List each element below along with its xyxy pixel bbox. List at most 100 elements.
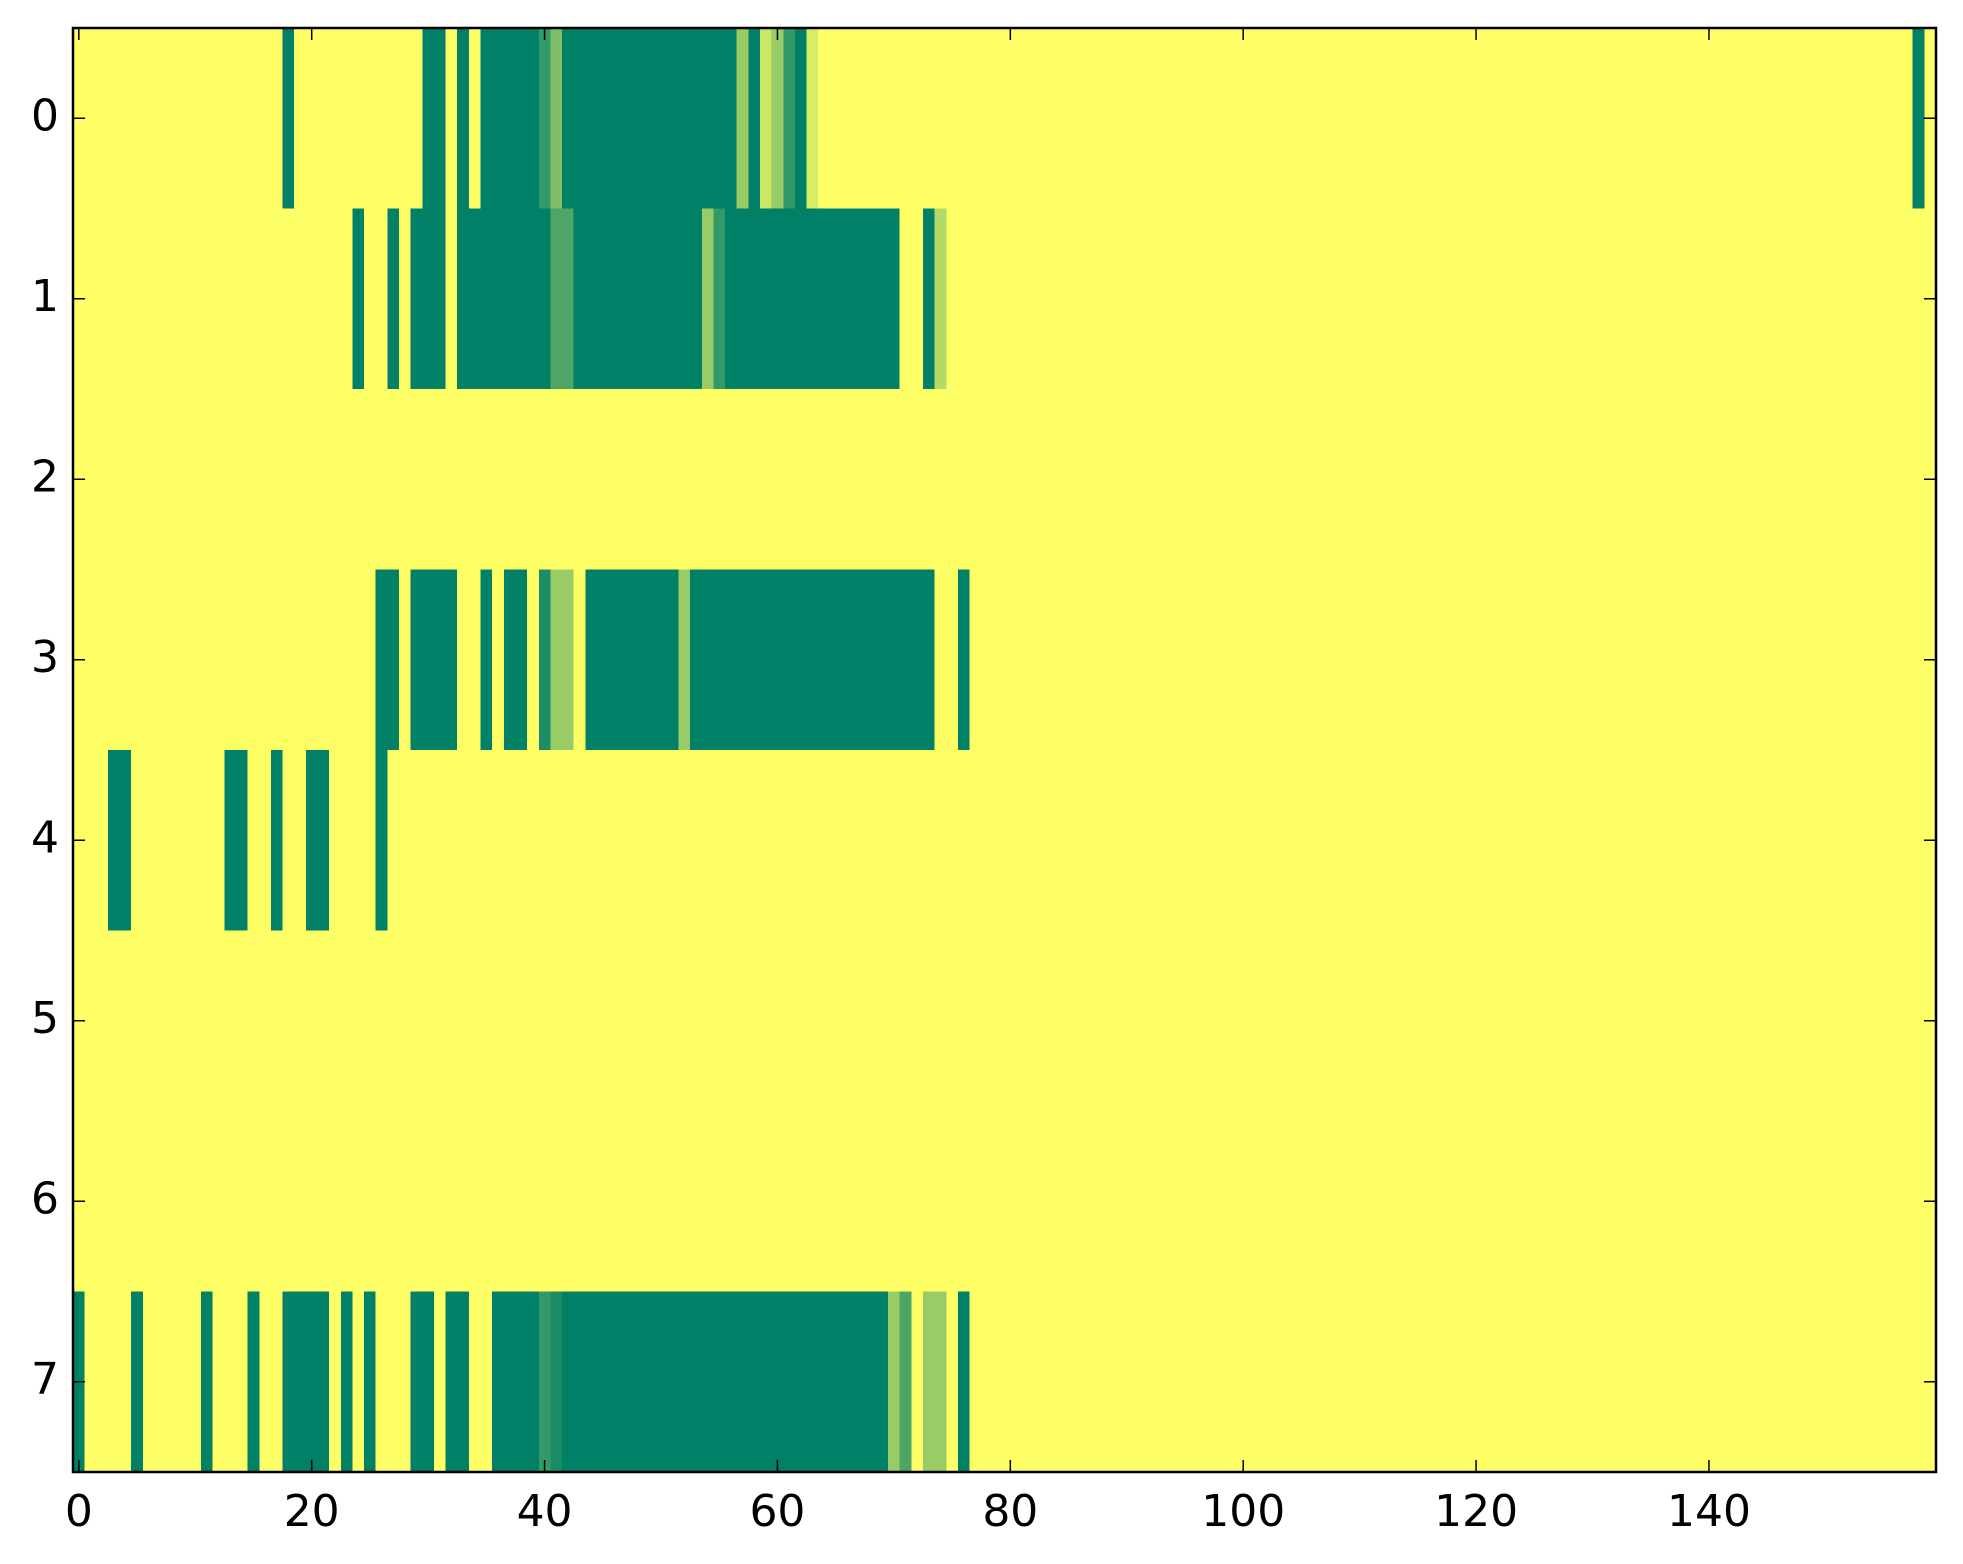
heatmap-cell [294,389,307,571]
heatmap-cell [1225,569,1238,751]
heatmap-cell [1784,389,1797,571]
heatmap-cell [177,28,191,210]
heatmap-cell [375,750,388,932]
heatmap-cell [1307,28,1320,210]
heatmap-cell [736,1111,749,1293]
heatmap-cell [818,569,831,751]
heatmap-cell [131,569,144,751]
heatmap-cell [1866,389,1879,571]
heatmap-cell [1563,389,1576,571]
heatmap-cell [922,750,936,932]
heatmap-cell [725,28,738,210]
heatmap-cell [1819,389,1832,571]
heatmap-cell [631,208,645,390]
heatmap-cell [934,569,947,751]
heatmap-cell [655,930,668,1112]
heatmap-cell [1528,208,1541,390]
heatmap-cell [1307,750,1320,932]
heatmap-cell [713,389,726,571]
heatmap-cell [1004,569,1017,751]
heatmap-cell [794,208,808,390]
heatmap-cell [1132,569,1145,751]
heatmap-cell [375,930,388,1112]
heatmap-cell [1074,1111,1087,1293]
heatmap-cell [1516,208,1530,390]
heatmap-cell [1540,1291,1553,1473]
heatmap-cell [1516,569,1530,751]
heatmap-cell [585,750,598,932]
heatmap-cell [317,389,330,571]
heatmap-cell [445,28,458,210]
heatmap-cell [503,1111,517,1293]
heatmap-cell [433,1111,447,1293]
heatmap-cell [1400,569,1413,751]
heatmap-cell [643,28,656,210]
heatmap-cell [713,750,726,932]
heatmap-cell [1412,750,1425,932]
heatmap-cell [1679,930,1693,1112]
heatmap-cell [352,1111,365,1293]
heatmap-cell [247,208,260,390]
heatmap-cell [957,569,971,751]
heatmap-cell [911,208,924,390]
heatmap-cell [573,750,586,932]
heatmap-cell [84,750,97,932]
heatmap-cell [1283,930,1297,1112]
heatmap-cell [1912,930,1925,1112]
heatmap-cell [1214,28,1227,210]
heatmap-cell [1283,569,1297,751]
heatmap-cell [1318,1111,1332,1293]
heatmap-cell [946,1111,959,1293]
heatmap-cell [818,930,831,1112]
heatmap-cell [305,208,319,390]
heatmap-cell [1540,750,1553,932]
heatmap-cell [1330,1291,1343,1473]
heatmap-cell [329,208,342,390]
heatmap-cell [1796,208,1809,390]
heatmap-cell [480,28,493,210]
heatmap-cell [515,1111,528,1293]
heatmap-cell [969,930,982,1112]
heatmap-cell [794,28,808,210]
heatmap-cell [1435,1291,1448,1473]
heatmap-cell [1854,750,1867,932]
heatmap-cell [1388,569,1401,751]
heatmap-cell [422,389,435,571]
heatmap-cell [1470,389,1483,571]
heatmap-cell [352,930,365,1112]
heatmap-cell [922,930,936,1112]
heatmap-cell [1027,389,1041,571]
heatmap-cell [119,1111,132,1293]
heatmap-cell [759,28,773,210]
heatmap-cell [1458,28,1471,210]
heatmap-cell [1819,750,1832,932]
heatmap-cell [1819,208,1832,390]
heatmap-cell [1109,1291,1122,1473]
heatmap-cell [806,389,819,571]
heatmap-cell [131,930,144,1112]
heatmap-cell [1272,1291,1285,1473]
heatmap-cell [1167,208,1180,390]
heatmap-cell [1097,1111,1110,1293]
heatmap-cell [981,208,994,390]
heatmap-cell [1807,208,1821,390]
heatmap-cell [1668,750,1681,932]
heatmap-cell [1237,1291,1250,1473]
heatmap-cell [1493,750,1506,932]
heatmap-cell [340,208,354,390]
heatmap-cell [690,208,703,390]
heatmap-cell [1039,569,1052,751]
heatmap-cell [701,569,715,751]
heatmap-cell [375,28,388,210]
heatmap-cell [608,930,621,1112]
heatmap-cell [1377,750,1390,932]
heatmap-cell [585,208,598,390]
heatmap-cell [1412,569,1425,751]
heatmap-cell [1039,1291,1052,1473]
heatmap-cell [1051,750,1064,932]
heatmap-cell [492,1111,505,1293]
heatmap-cell [445,1111,458,1293]
heatmap-cell [1633,1111,1646,1293]
heatmap-cell [1109,569,1122,751]
heatmap-cell [1365,389,1378,571]
